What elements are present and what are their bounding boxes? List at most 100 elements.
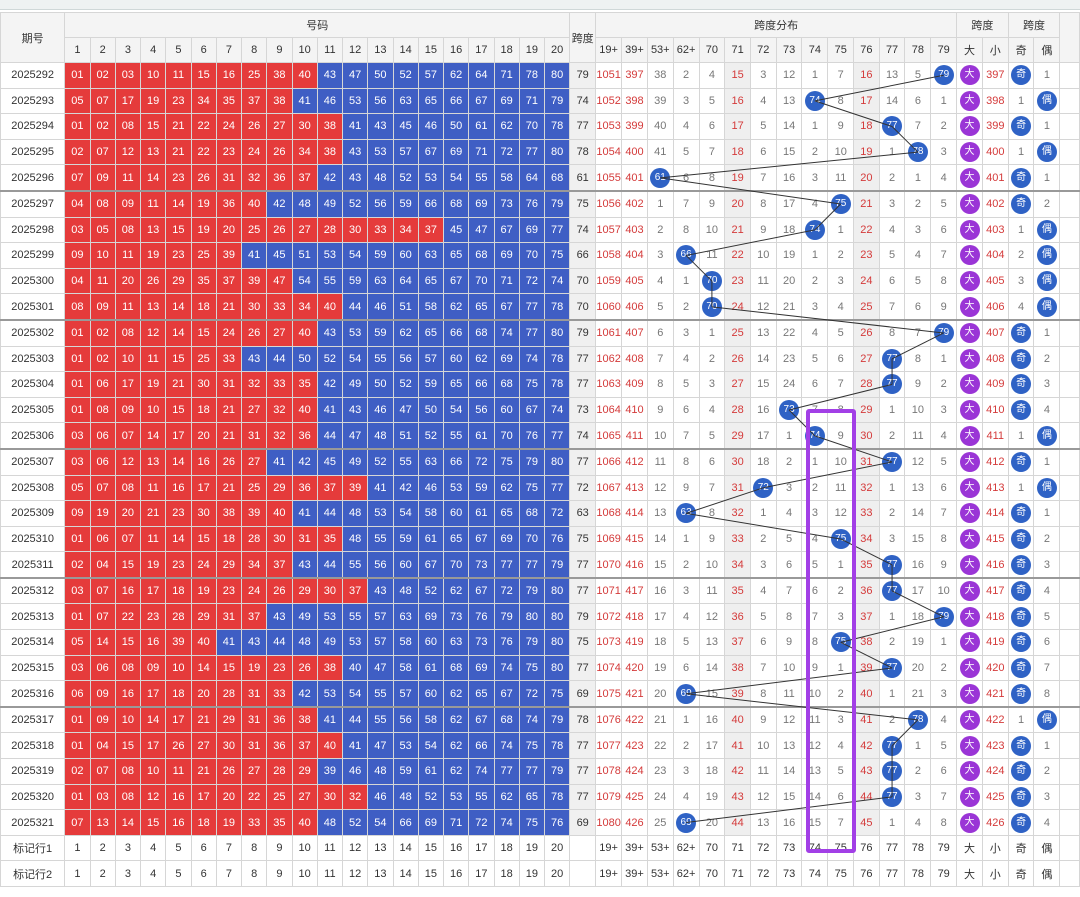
dist-cell: 3 (827, 706, 855, 734)
footer-size: 小 (981, 834, 1009, 862)
big-ball: 大 (959, 632, 980, 653)
dist-cell: 77 (878, 758, 906, 785)
period-cell: 2025319 (0, 758, 66, 785)
dist-cell: 3 (749, 62, 777, 89)
number-cell: 37 (240, 87, 268, 115)
dist-cell: 10 (646, 422, 674, 450)
number-cell: 79 (543, 190, 571, 218)
odd-ball: 奇 (1011, 116, 1032, 137)
even-ball: 偶 (1036, 245, 1057, 266)
dist-cell: 6 (672, 654, 700, 682)
number-cell: 14 (165, 525, 192, 553)
number-cell: 48 (367, 422, 394, 450)
dist-cell: 36 (853, 577, 880, 605)
dist-cell: 13 (749, 809, 777, 836)
number-cell: 17 (114, 371, 142, 398)
span-header: 跨度 (569, 12, 597, 63)
dist-cell: 4 (672, 783, 700, 811)
even-cell: 偶 (1033, 138, 1061, 166)
dist-cell: 79 (930, 603, 958, 631)
number-cell: 59 (392, 190, 419, 218)
dist-cell: 14 (646, 525, 674, 553)
number-cell: 68 (468, 242, 495, 269)
odd-ball: 奇 (1011, 581, 1032, 602)
number-cell: 80 (543, 138, 571, 166)
even-cell: 1 (1033, 319, 1061, 347)
dist-cell: 69 (672, 809, 700, 836)
table-row: 2025314 05 14 15 16 39 40 41 43 44 48 49 53 57 58 60 63 7… (0, 629, 1080, 656)
dist-cell: 23 (775, 345, 803, 373)
number-cell: 77 (518, 551, 546, 579)
number-cell: 02 (64, 758, 91, 785)
number-cell: 24 (240, 138, 268, 166)
number-cell: 26 (240, 319, 268, 347)
dist-cell: 18 (775, 216, 803, 244)
dist-cell: 2 (878, 422, 906, 450)
dist-cell: 14 (698, 654, 726, 682)
dist-cell: 6 (698, 448, 726, 476)
number-cell: 63 (367, 267, 394, 295)
dist-cell: 20 (904, 654, 932, 682)
span-ball: 70 (701, 271, 722, 292)
extra-cell (1059, 448, 1080, 476)
number-col-header: 7 (215, 37, 243, 63)
dist-cell: 403 (621, 216, 648, 244)
dist-cell: 8 (698, 500, 726, 527)
number-cell: 70 (442, 551, 470, 579)
number-cell: 23 (139, 603, 167, 631)
dist-cell: 2 (672, 293, 700, 321)
dist-cell: 35 (724, 577, 751, 605)
dist-cell: 9 (930, 551, 958, 579)
number-cell: 23 (165, 242, 192, 269)
big-ball: 大 (959, 348, 980, 369)
dist-cell: 9 (698, 190, 726, 218)
number-cell: 21 (165, 113, 192, 140)
number-cell: 49 (316, 629, 344, 656)
dist-cell: 2 (904, 758, 932, 785)
footer-number: 16 (442, 834, 470, 862)
dist-cell: 77 (878, 783, 906, 811)
table-row: 2025317 01 09 10 14 17 21 29 31 36 38 41 44 55 56 58 62 6… (0, 706, 1080, 734)
number-cell: 58 (417, 500, 445, 527)
dist-cell: 23 (724, 267, 751, 295)
extra-cell (1059, 164, 1080, 192)
extra-cell (1059, 62, 1080, 89)
number-cell: 08 (114, 216, 142, 244)
number-cell: 68 (493, 371, 520, 398)
dist-cell: 39 (646, 87, 674, 115)
footer-number: 4 (139, 834, 167, 862)
span-ball: 69 (676, 812, 697, 833)
number-cell: 02 (89, 345, 116, 373)
even-cell: 1 (1033, 732, 1061, 760)
dist-cell: 6 (904, 293, 932, 321)
number-cell: 30 (341, 216, 369, 244)
dist-cell: 5 (801, 551, 829, 579)
number-cell: 47 (341, 422, 369, 450)
number-cell: 41 (266, 448, 293, 476)
number-cell: 57 (392, 680, 419, 708)
dist-cell: 43 (724, 783, 751, 811)
extra-cell (1059, 396, 1080, 424)
number-cell: 72 (468, 448, 495, 476)
dist-cell: 400 (621, 138, 648, 166)
period-cell: 2025303 (0, 345, 66, 373)
even-cell: 偶 (1033, 87, 1061, 115)
table-row: 2025305 01 08 09 10 15 18 21 27 32 40 41 43 46 47 50 54 5… (0, 396, 1080, 424)
span-ball: 74 (804, 90, 825, 111)
size-cell: 大 (956, 783, 983, 811)
number-cell: 53 (367, 138, 394, 166)
table-row: 2025321 07 13 14 15 16 18 19 33 35 40 48 52 54 66 69 71 7… (0, 809, 1080, 836)
dist-cell: 1 (801, 242, 829, 269)
dist-cell: 4 (827, 293, 855, 321)
dist-cell: 4 (672, 345, 700, 373)
number-cell: 06 (89, 525, 116, 553)
dist-cell: 7 (698, 138, 726, 166)
number-cell: 67 (468, 577, 495, 605)
number-cell: 33 (266, 371, 293, 398)
number-cell: 02 (89, 113, 116, 140)
number-cell: 04 (64, 267, 91, 295)
dist-cell: 1066 (595, 448, 623, 476)
number-cell: 62 (442, 680, 470, 708)
dist-cell: 14 (904, 500, 932, 527)
big-ball: 大 (959, 528, 980, 549)
